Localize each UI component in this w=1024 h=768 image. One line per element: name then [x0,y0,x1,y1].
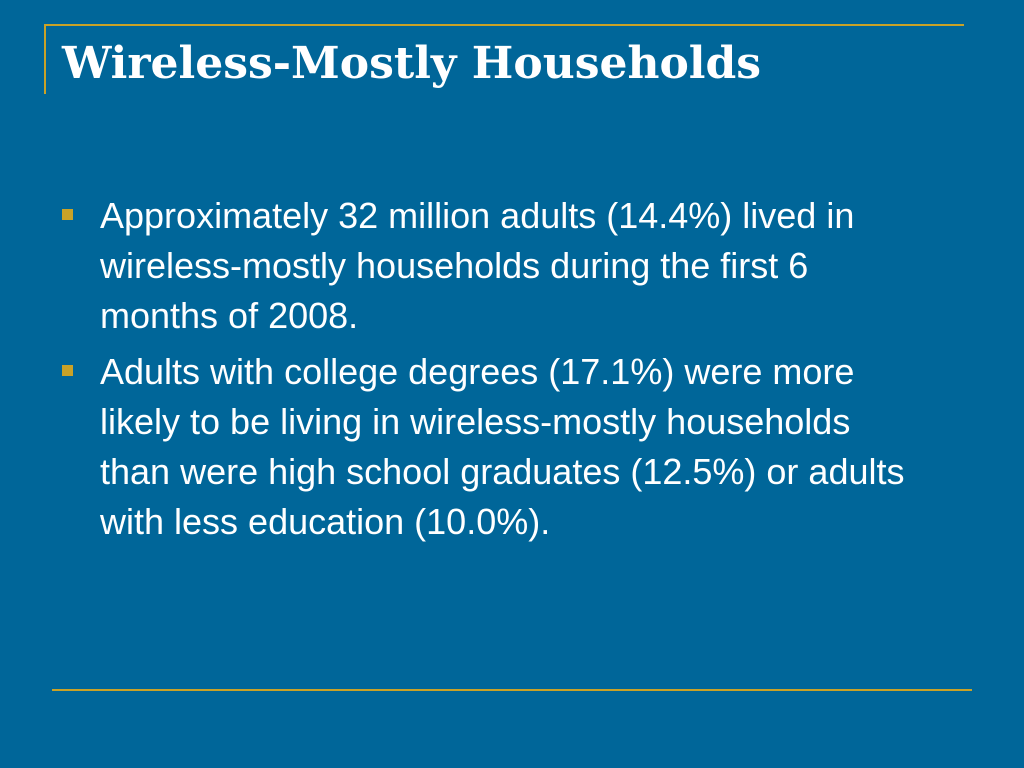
bullet-text: Adults with college degrees (17.1%) were… [100,351,905,542]
left-accent-rule [44,24,46,94]
top-accent-rule [44,24,964,26]
bullet-item: Approximately 32 million adults (14.4%) … [62,191,962,341]
slide-title: Wireless-Mostly Households [62,38,762,89]
bullet-item: Adults with college degrees (17.1%) were… [62,347,962,547]
square-bullet-icon [62,209,73,220]
bottom-accent-rule [52,689,972,691]
bullet-text: Approximately 32 million adults (14.4%) … [100,195,855,336]
bullet-list: Approximately 32 million adults (14.4%) … [62,191,962,553]
square-bullet-icon [62,365,73,376]
